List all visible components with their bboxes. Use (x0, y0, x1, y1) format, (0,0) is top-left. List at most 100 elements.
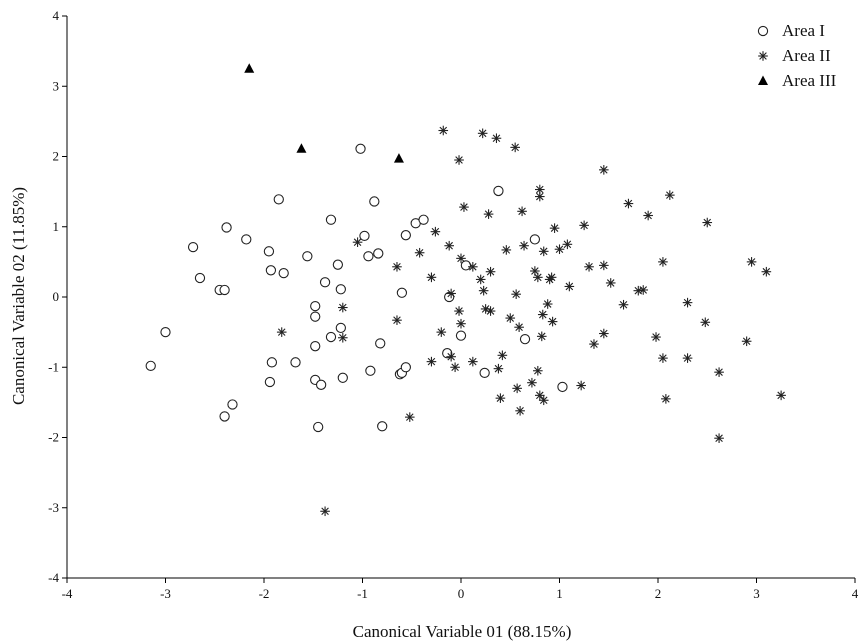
data-point (315, 379, 327, 390)
data-point (335, 284, 346, 295)
data-point (392, 261, 402, 272)
data-point (714, 367, 724, 377)
data-point (511, 289, 521, 299)
data-point (512, 383, 522, 394)
data-point (527, 377, 537, 388)
series-area-1 (145, 143, 568, 433)
data-point (456, 318, 466, 329)
x-tick-label: 0 (458, 586, 465, 601)
data-point (241, 234, 252, 245)
data-point (355, 143, 366, 154)
data-point (493, 363, 504, 374)
data-point (468, 261, 478, 272)
x-tick-label: -2 (259, 586, 270, 601)
data-point (618, 299, 629, 310)
data-point (456, 253, 466, 264)
x-tick-label: -3 (160, 586, 171, 601)
data-point (483, 209, 494, 219)
data-point (313, 421, 324, 433)
data-point (714, 433, 724, 444)
data-point (454, 306, 464, 316)
data-point (564, 281, 575, 292)
data-point (310, 300, 321, 312)
data-point (244, 63, 255, 73)
y-tick-label: -4 (48, 570, 59, 585)
data-point (535, 184, 545, 195)
data-point (776, 390, 786, 401)
legend-item-area-ii: Area II (758, 46, 831, 65)
data-point (700, 317, 711, 328)
data-point (338, 302, 348, 313)
axes (66, 16, 855, 579)
data-point (325, 331, 337, 343)
data-point (529, 234, 541, 245)
data-point (373, 248, 384, 259)
data-point (396, 287, 408, 298)
data-point (400, 230, 411, 241)
data-point (319, 277, 331, 288)
data-point (219, 284, 230, 296)
data-point (276, 327, 287, 337)
data-points (145, 63, 786, 517)
data-point (682, 353, 693, 363)
data-point (477, 128, 488, 139)
legend-label-area-ii: Area II (782, 46, 831, 65)
data-point (436, 327, 447, 337)
data-point (623, 198, 634, 209)
data-point (438, 125, 449, 136)
data-point (643, 210, 653, 221)
data-point (377, 421, 388, 432)
x-tick-label: -4 (62, 586, 73, 601)
y-tick-label: -3 (48, 500, 59, 515)
data-point (337, 372, 348, 383)
data-point (479, 367, 490, 379)
legend-label-area-i: Area I (782, 21, 825, 40)
data-point (562, 239, 573, 250)
data-point (519, 240, 529, 251)
data-point (519, 333, 531, 345)
data-point (493, 185, 504, 197)
y-tick-label: 3 (53, 78, 60, 93)
data-point (265, 265, 277, 276)
data-point (365, 365, 376, 376)
data-point (332, 259, 344, 270)
data-point (446, 288, 456, 299)
data-point (682, 297, 693, 308)
data-point (514, 322, 524, 333)
data-point (266, 357, 278, 368)
data-point (359, 230, 370, 242)
data-point (194, 272, 206, 284)
data-point (227, 399, 238, 410)
data-point (638, 285, 649, 295)
legend-item-area-iii: Area III (758, 71, 837, 90)
x-tick-label: 3 (753, 586, 760, 601)
series-area-3 (244, 63, 404, 163)
data-point (450, 362, 460, 373)
data-point (533, 365, 543, 376)
y-tick-label: 2 (53, 149, 60, 164)
data-point (517, 206, 527, 217)
data-point (542, 299, 553, 309)
data-point (468, 356, 478, 367)
data-point (221, 222, 232, 233)
data-point (537, 309, 548, 320)
y-tick-label: -2 (48, 430, 59, 445)
data-point (589, 339, 599, 349)
legend-marker (758, 75, 768, 85)
data-point (426, 356, 437, 367)
data-point (546, 272, 557, 283)
data-point (501, 245, 512, 255)
data-point (302, 251, 313, 262)
data-point (599, 328, 609, 339)
data-point (605, 278, 616, 288)
data-point (400, 362, 411, 373)
data-point (557, 381, 568, 393)
data-point (547, 316, 558, 327)
data-point (538, 246, 549, 257)
y-tick-label: 4 (53, 8, 60, 23)
data-point (633, 285, 644, 296)
data-point (375, 338, 386, 349)
data-point (320, 506, 330, 517)
data-point (599, 165, 609, 175)
data-point (536, 331, 547, 342)
